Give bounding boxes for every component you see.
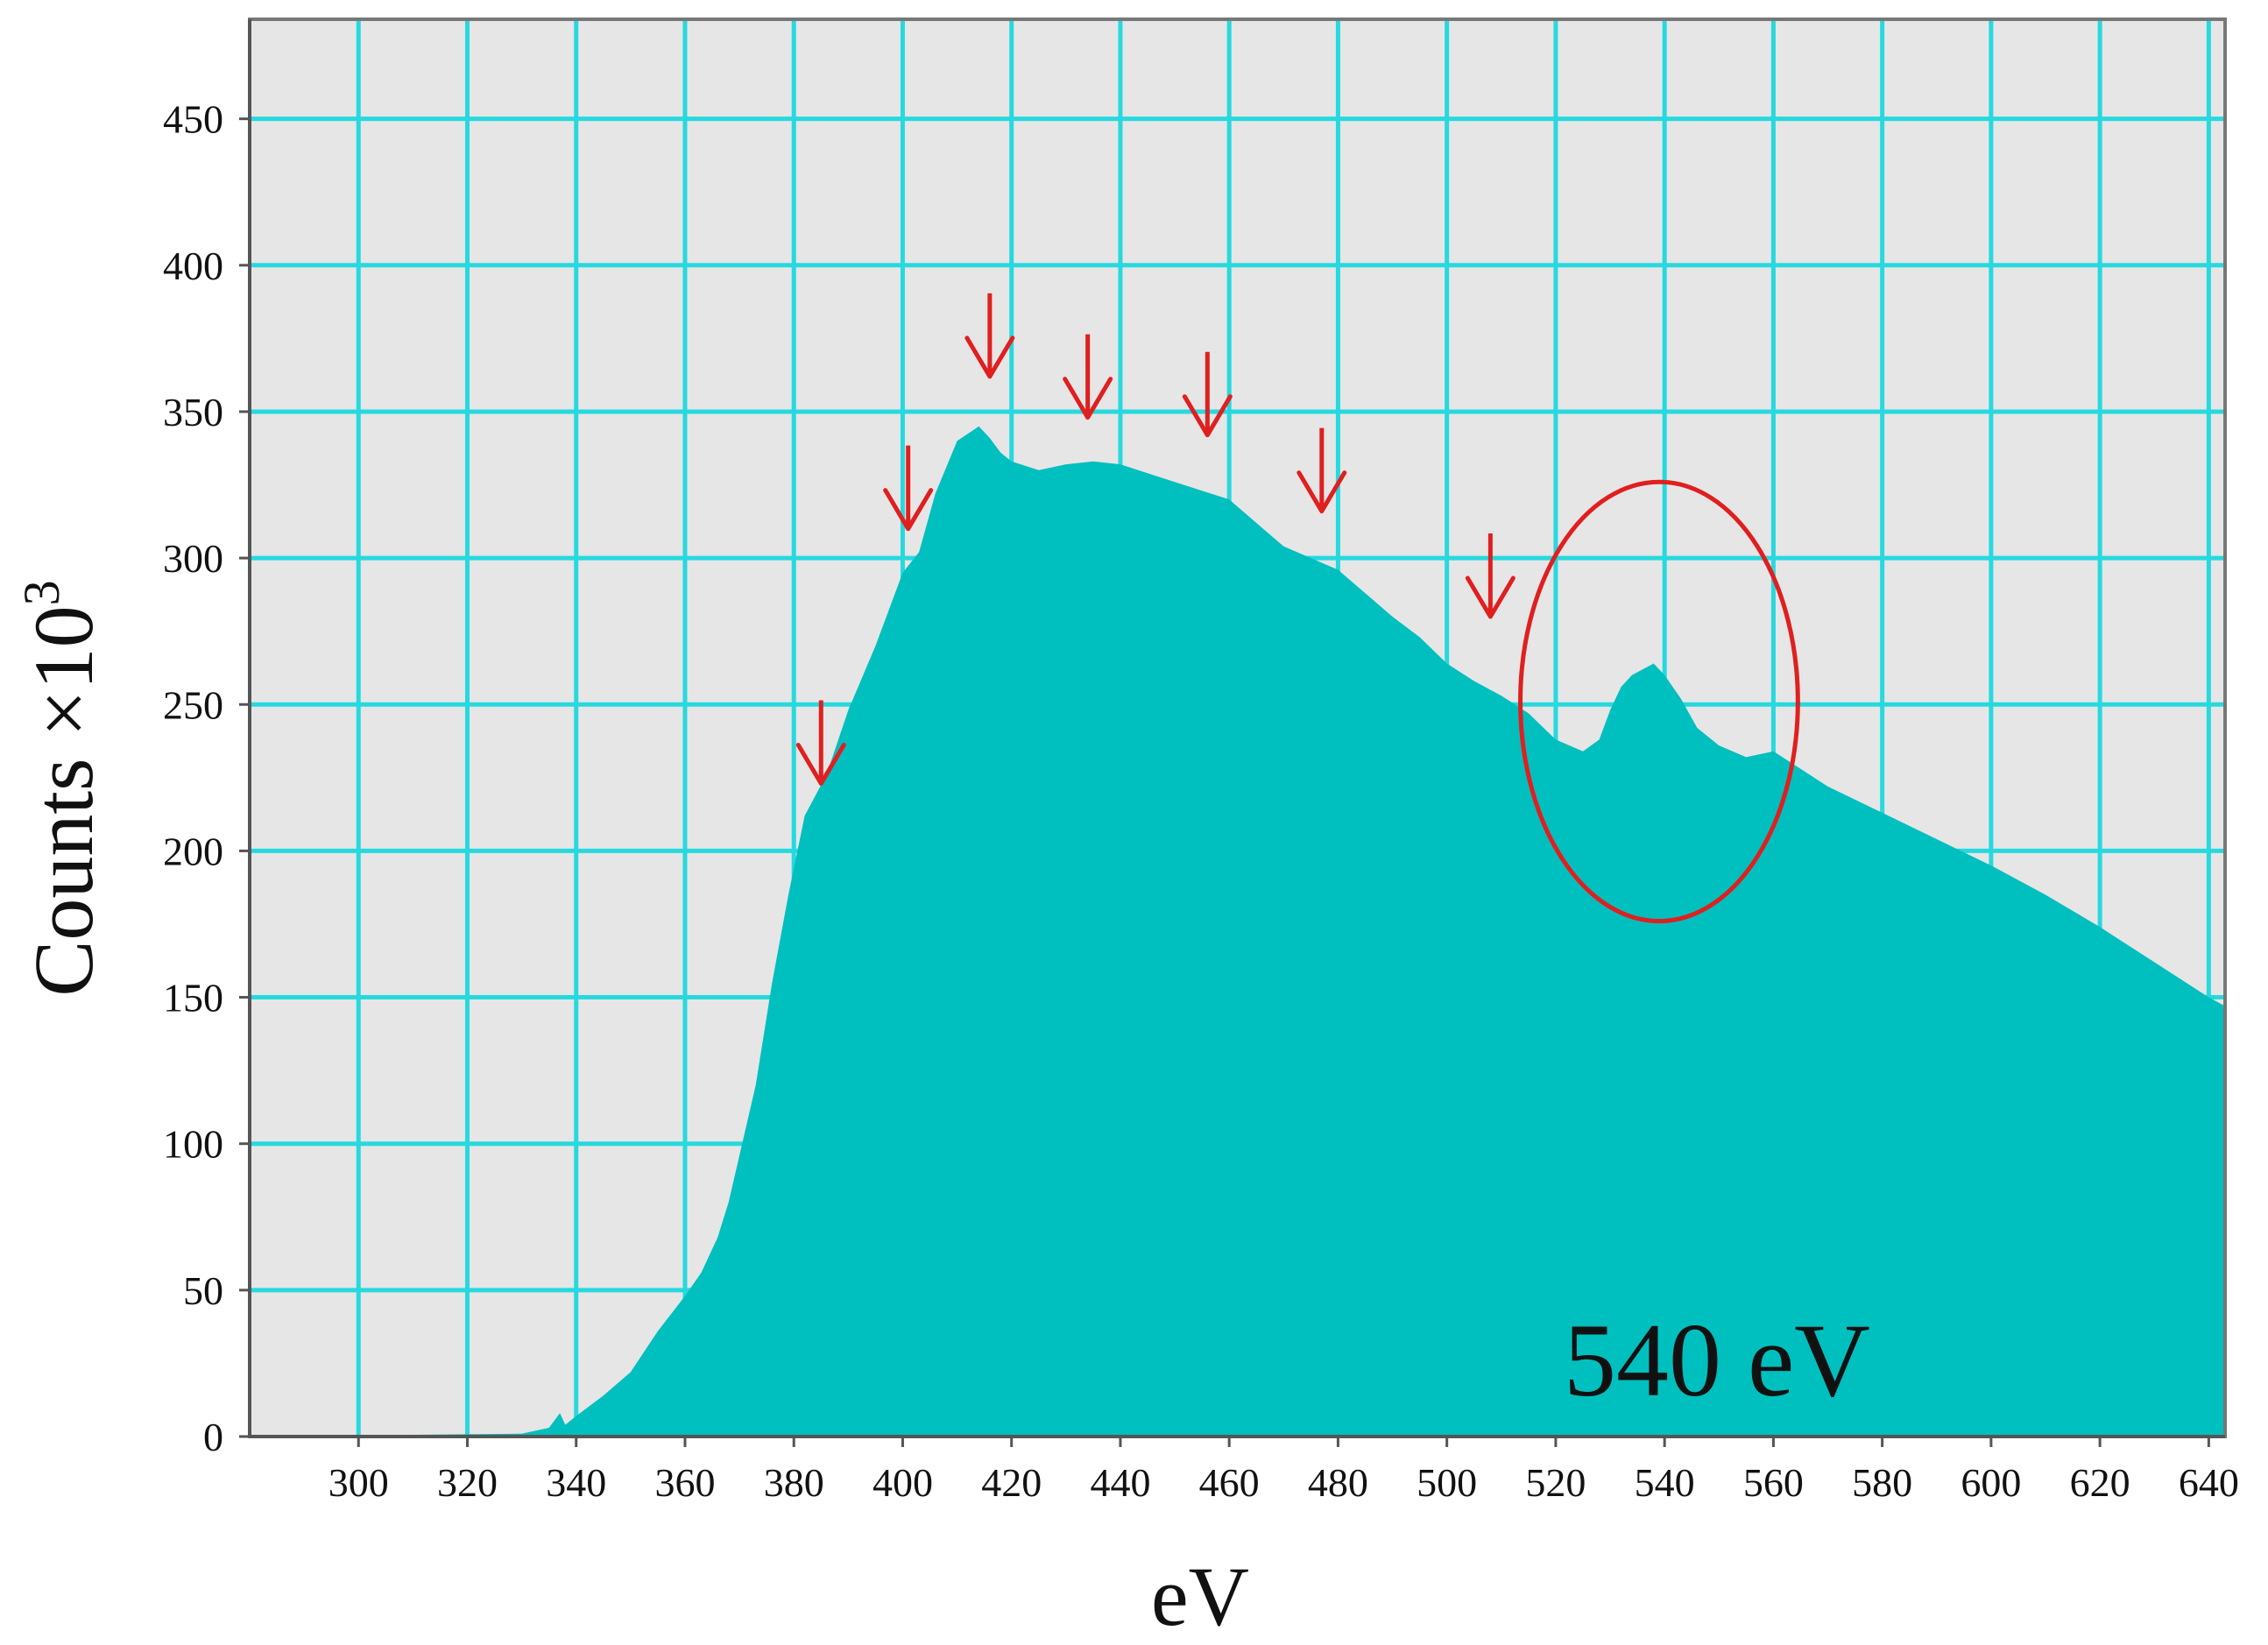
x-tick-label-380: 380	[764, 1460, 824, 1505]
y-tick-label-300: 300	[163, 536, 223, 581]
peak-arrow-7	[1465, 533, 1516, 619]
axes: 300 320 340 360 380 400 420 440 460 480 500 520 540 5…	[163, 18, 2239, 1505]
x-tick-label-340: 340	[546, 1460, 606, 1505]
x-tick-label-540: 540	[1635, 1460, 1695, 1505]
x-tick-label-400: 400	[873, 1460, 933, 1505]
x-tick-label-620: 620	[2070, 1460, 2130, 1505]
x-tick-label-420: 420	[981, 1460, 1042, 1505]
y-tick-label-50: 50	[183, 1268, 223, 1313]
x-tick-label-600: 600	[1961, 1460, 2021, 1505]
x-tick-label-480: 480	[1308, 1460, 1368, 1505]
peak-arrow-4	[1063, 334, 1113, 420]
peak-arrow-5	[1182, 351, 1233, 438]
x-axis-label: eV	[1151, 1550, 1249, 1643]
x-tick-label-500: 500	[1417, 1460, 1477, 1505]
peak-arrow-6	[1297, 427, 1347, 514]
spectrum-area	[250, 426, 2225, 1437]
highlight-circle	[1518, 479, 1800, 924]
y-axis-label-exponent: 3	[13, 580, 70, 605]
x-tick-label-300: 300	[329, 1460, 389, 1505]
peak-arrow-head-5	[1182, 394, 1233, 438]
x-tick-label-440: 440	[1090, 1460, 1150, 1505]
x-tick-label-320: 320	[437, 1460, 498, 1505]
y-tick-label-400: 400	[163, 244, 223, 288]
energy-annotation: 540 eV	[1564, 1302, 1870, 1418]
y-tick-label-350: 350	[163, 390, 223, 434]
x-tick-label-640: 640	[2179, 1460, 2239, 1505]
y-tick-label-200: 200	[163, 829, 223, 873]
peak-arrow-head-6	[1297, 470, 1347, 514]
x-tick-label-580: 580	[1852, 1460, 1912, 1505]
y-tick-label-100: 100	[163, 1122, 223, 1167]
peak-arrow-head-4	[1063, 377, 1113, 420]
peak-arrow-3	[964, 293, 1015, 379]
peak-arrow-head-7	[1465, 575, 1516, 619]
peak-arrow-head-2	[883, 488, 934, 532]
y-axis-label-text: Counts ×	[17, 689, 110, 996]
y-tick-label-0: 0	[203, 1415, 223, 1459]
annotation-markers	[795, 293, 1800, 924]
y-tick-label-250: 250	[163, 682, 223, 727]
y-axis-label: Counts ×103	[13, 580, 110, 996]
y-tick-label-450: 450	[163, 97, 223, 142]
peak-arrow-head-1	[795, 743, 846, 787]
y-tick-label-150: 150	[163, 976, 223, 1020]
y-axis-label-base: 10	[17, 605, 110, 689]
peak-arrow-2	[883, 445, 934, 532]
x-tick-label-560: 560	[1743, 1460, 1804, 1505]
peak-arrow-1	[795, 700, 846, 787]
x-tick-label-460: 460	[1199, 1460, 1260, 1505]
x-tick-label-360: 360	[654, 1460, 715, 1505]
x-tick-label-520: 520	[1525, 1460, 1586, 1505]
peak-arrow-head-3	[964, 335, 1015, 379]
